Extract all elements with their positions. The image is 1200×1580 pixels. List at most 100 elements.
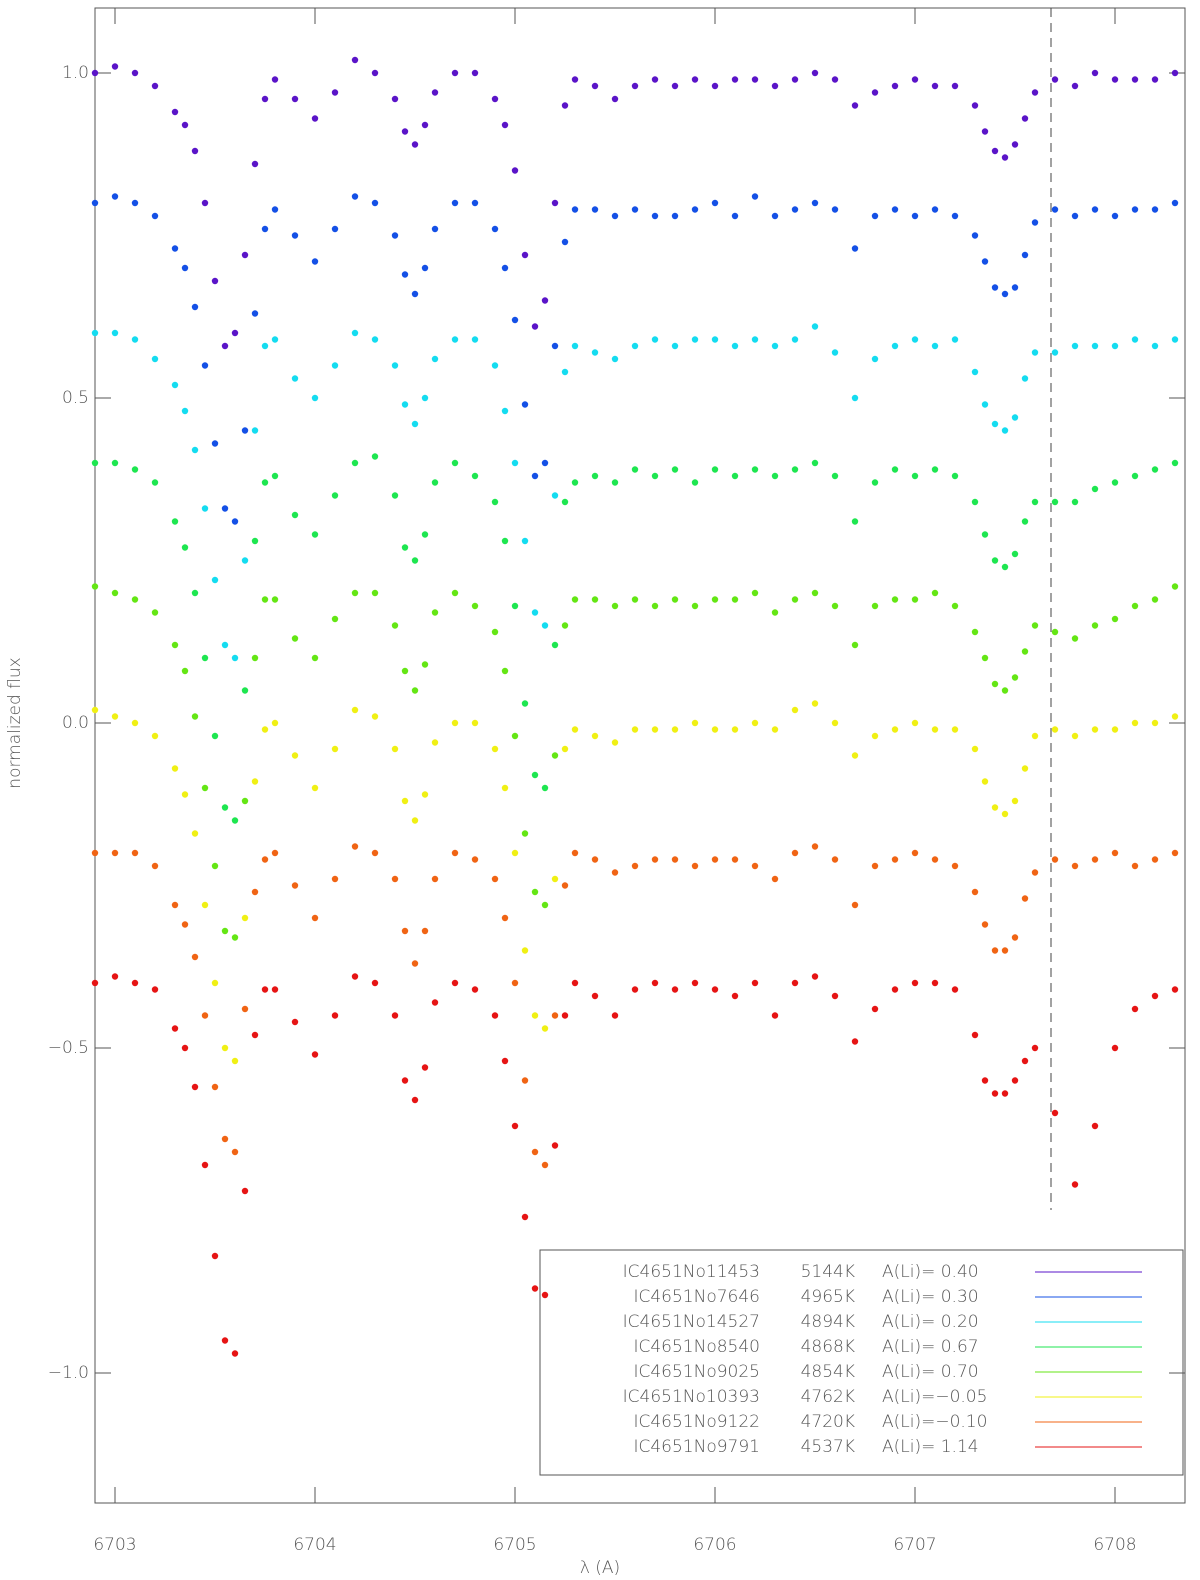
data-point — [511, 849, 519, 857]
data-point — [971, 888, 979, 896]
data-point — [241, 1005, 249, 1013]
data-point — [1031, 1044, 1039, 1052]
data-point — [1131, 602, 1139, 610]
data-point — [211, 862, 219, 870]
data-point — [231, 654, 239, 662]
data-point — [871, 355, 879, 363]
data-point — [651, 726, 659, 733]
data-point — [651, 336, 659, 343]
y-tick-label: 0.0 — [62, 713, 89, 733]
data-point — [731, 596, 739, 603]
data-point — [251, 1031, 259, 1039]
data-point — [951, 336, 959, 343]
data-point — [261, 342, 269, 350]
data-point — [531, 1285, 539, 1292]
data-point — [151, 862, 159, 870]
data-point — [671, 466, 679, 473]
data-point — [571, 849, 579, 857]
data-point — [1091, 485, 1099, 493]
legend-name: IC4651No9122 — [633, 1412, 760, 1432]
data-point — [751, 466, 759, 473]
data-point — [731, 212, 739, 220]
data-point — [611, 1012, 619, 1019]
data-point — [411, 420, 419, 428]
data-point — [1051, 349, 1059, 356]
data-point — [571, 206, 579, 213]
data-point — [991, 420, 999, 428]
data-point — [771, 212, 779, 220]
data-point — [311, 654, 319, 662]
data-point — [571, 979, 579, 987]
data-point — [541, 459, 549, 467]
data-point — [491, 628, 499, 636]
data-point — [521, 700, 529, 707]
data-point — [501, 784, 509, 792]
data-point — [211, 1083, 219, 1091]
data-point — [1031, 732, 1039, 740]
data-point — [171, 518, 179, 525]
data-point — [1031, 498, 1039, 506]
data-point — [671, 986, 679, 993]
data-point — [1071, 732, 1079, 740]
data-point — [231, 1350, 239, 1357]
data-point — [431, 89, 439, 96]
data-point — [241, 914, 249, 922]
data-point — [491, 1012, 499, 1019]
data-point — [431, 999, 439, 1006]
data-point — [331, 89, 339, 96]
data-point — [911, 336, 919, 343]
data-point — [1001, 563, 1009, 571]
data-point — [551, 875, 559, 883]
data-point — [711, 82, 719, 90]
data-point — [561, 498, 569, 506]
data-point — [691, 862, 699, 870]
data-point — [521, 537, 529, 545]
data-point — [211, 732, 219, 740]
data-point — [471, 336, 479, 343]
data-point — [711, 466, 719, 473]
data-point — [541, 1291, 549, 1299]
data-point — [271, 849, 279, 857]
data-point — [421, 394, 429, 402]
data-point — [471, 602, 479, 610]
data-point — [261, 596, 269, 603]
data-point — [151, 82, 159, 90]
data-point — [211, 979, 219, 987]
data-point — [1131, 472, 1139, 480]
data-point — [631, 596, 639, 603]
data-point — [691, 76, 699, 83]
data-point — [1051, 498, 1059, 506]
data-point — [221, 505, 229, 512]
data-point — [251, 778, 259, 785]
data-point — [151, 609, 159, 616]
data-point — [791, 466, 799, 473]
data-point — [611, 739, 619, 746]
data-point — [911, 979, 919, 987]
data-point — [1071, 635, 1079, 642]
data-point — [431, 739, 439, 746]
data-point — [331, 362, 339, 369]
data-point — [451, 719, 459, 727]
legend-ali: A(Li)= 1.14 — [882, 1437, 979, 1457]
data-point — [971, 368, 979, 376]
data-point — [551, 492, 559, 499]
data-point — [851, 518, 859, 525]
data-point — [531, 609, 539, 616]
data-point — [771, 726, 779, 733]
data-point — [271, 206, 279, 213]
data-point — [311, 914, 319, 922]
data-point — [91, 459, 99, 467]
data-point — [421, 264, 429, 272]
data-point — [411, 557, 419, 564]
data-point — [531, 472, 539, 480]
data-point — [221, 927, 229, 935]
data-point — [1021, 251, 1029, 259]
data-point — [891, 986, 899, 993]
data-point — [651, 856, 659, 863]
data-point — [981, 654, 989, 662]
data-point — [491, 95, 499, 103]
data-point — [971, 628, 979, 636]
data-point — [501, 121, 509, 129]
data-point — [331, 492, 339, 499]
data-point — [711, 596, 719, 603]
